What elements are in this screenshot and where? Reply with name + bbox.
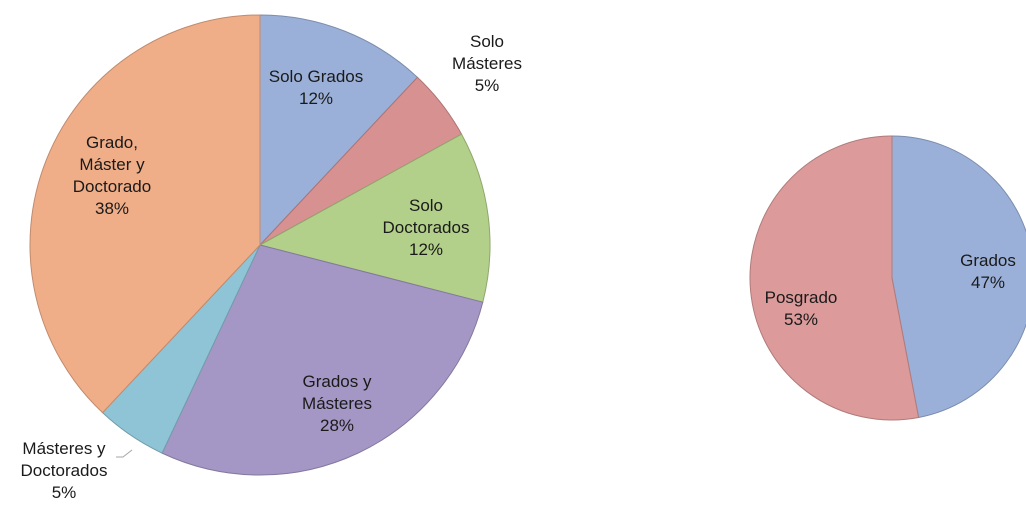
- pie1-data-label-5: Grado, Máster y Doctorado 38%: [73, 133, 151, 218]
- pie2-slice-0: [891, 135, 1026, 419]
- pie2-slice-1: [749, 135, 920, 421]
- pie1-data-label-2: Solo Doctorados 12%: [383, 196, 470, 259]
- pie2-data-label-0: Grados 47%: [960, 251, 1016, 292]
- pie1-slice-5: [29, 14, 261, 414]
- pie-chart-grados-vs-posgrado: Grados 47% Posgrado 53%: [749, 135, 1026, 421]
- pie2-data-label-1: Posgrado 53%: [765, 288, 838, 329]
- pie-chart-degree-combinations: Solo Grados 12% Solo Másteres 5% Solo Doctorad…: [21, 14, 522, 502]
- pie1-data-label-0: Solo Grados 12%: [269, 67, 364, 108]
- pie1-data-label-1: Solo Másteres 5%: [452, 32, 522, 95]
- pie1-slice-2: [258, 133, 491, 303]
- pie1-leader-line-4: [116, 449, 133, 458]
- pie1-data-label-3: Grados y Másteres 28%: [302, 372, 372, 435]
- pie1-slice-0: [259, 14, 419, 247]
- pie1-slice-3: [161, 244, 484, 476]
- pie1-data-label-4: Másteres y Doctorados 5%: [21, 439, 108, 502]
